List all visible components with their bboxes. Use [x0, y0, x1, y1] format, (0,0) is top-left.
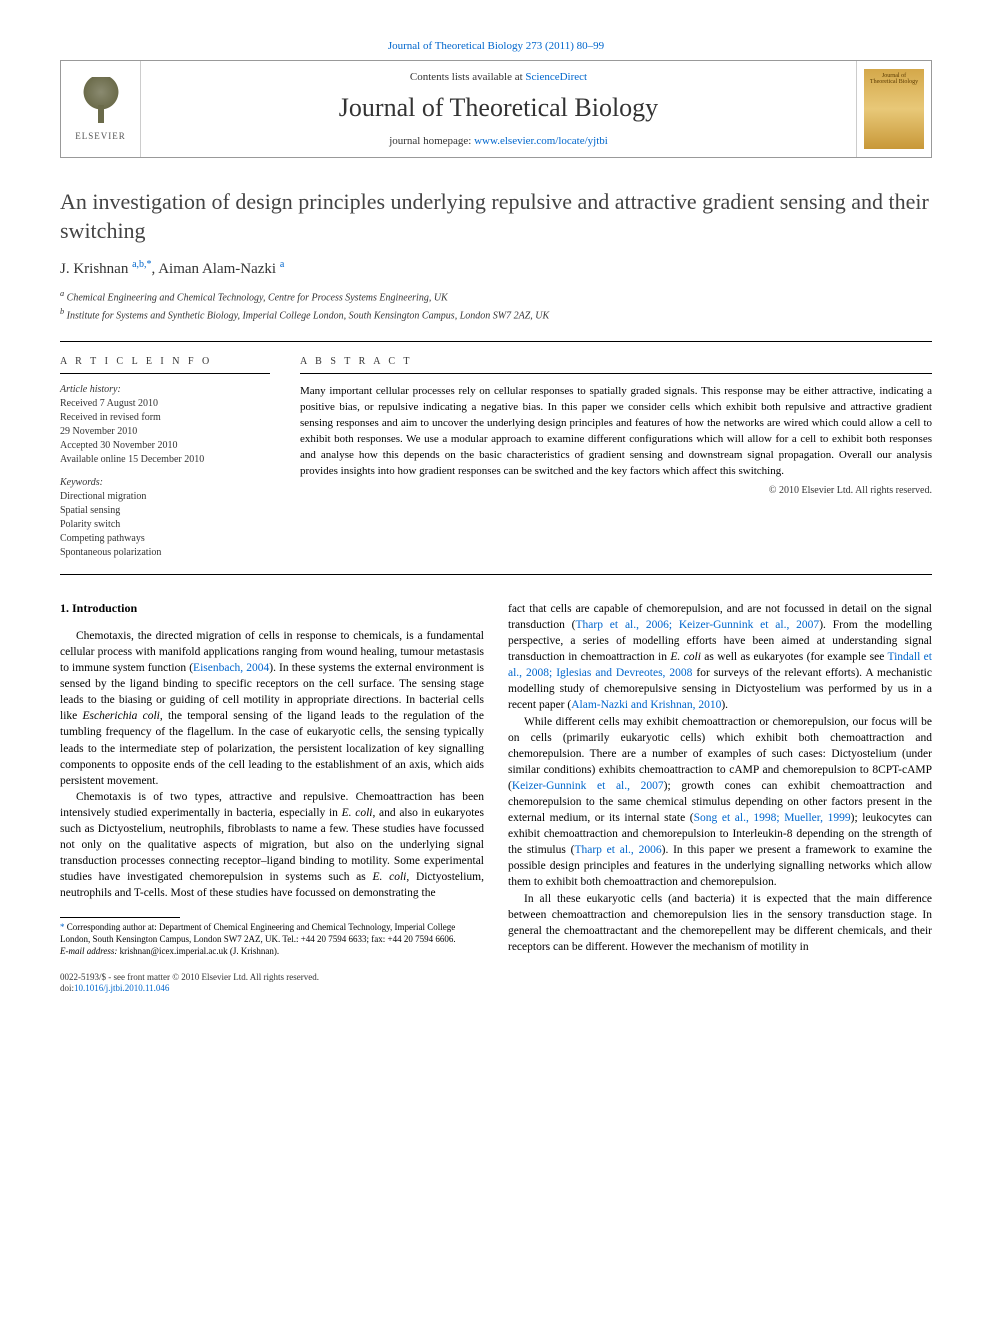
citation-link[interactable]: Keizer-Gunnink et al., 2007 [512, 780, 664, 792]
keyword-item: Polarity switch [60, 518, 270, 532]
affiliation-a: a Chemical Engineering and Chemical Tech… [60, 288, 932, 305]
history-revised2: 29 November 2010 [60, 425, 270, 439]
footer: 0022-5193/$ - see front matter © 2010 El… [60, 972, 932, 995]
elsevier-label: ELSEVIER [75, 131, 126, 141]
copyright: © 2010 Elsevier Ltd. All rights reserved… [300, 485, 932, 496]
info-abstract-row: A R T I C L E I N F O Article history: R… [60, 356, 932, 560]
issn-line: 0022-5193/$ - see front matter © 2010 El… [60, 972, 932, 984]
article-info-col: A R T I C L E I N F O Article history: R… [60, 356, 270, 560]
author-affil-link-ab[interactable]: a,b, [132, 259, 146, 270]
keyword-item: Directional migration [60, 490, 270, 504]
homepage-link[interactable]: www.elsevier.com/locate/yjtbi [474, 135, 608, 147]
footnote-divider [60, 917, 180, 918]
history-online: Available online 15 December 2010 [60, 453, 270, 467]
author-affil-link-a[interactable]: a [280, 259, 284, 270]
doi-link[interactable]: 10.1016/j.jtbi.2010.11.046 [74, 983, 169, 993]
keyword-item: Competing pathways [60, 532, 270, 546]
left-column: 1. Introduction Chemotaxis, the directed… [60, 601, 484, 958]
divider [60, 574, 932, 575]
history-label: Article history: [60, 384, 270, 395]
citation-link[interactable]: Song et al., 1998; Mueller, 1999 [694, 812, 851, 824]
corresponding-footnote: * Corresponding author at: Department of… [60, 922, 484, 945]
article-title: An investigation of design principles un… [60, 188, 932, 245]
citation-link[interactable]: Eisenbach, 2004 [193, 662, 269, 674]
citation-link[interactable]: Alam-Nazki and Krishnan, 2010 [571, 699, 721, 711]
keyword-item: Spontaneous polarization [60, 546, 270, 560]
history-accepted: Accepted 30 November 2010 [60, 439, 270, 453]
body-para: Chemotaxis is of two types, attractive a… [60, 789, 484, 902]
contents-list-text: Contents lists available at ScienceDirec… [161, 71, 836, 83]
body-para: fact that cells are capable of chemorepu… [508, 601, 932, 714]
email-footnote: E-mail address: krishnan@icex.imperial.a… [60, 946, 484, 958]
section-1-heading: 1. Introduction [60, 601, 484, 616]
abstract-heading: A B S T R A C T [300, 356, 932, 374]
journal-header-box: ELSEVIER Contents lists available at Sci… [60, 60, 932, 158]
history-revised1: Received in revised form [60, 411, 270, 425]
journal-name: Journal of Theoretical Biology [161, 93, 836, 123]
affiliations: a Chemical Engineering and Chemical Tech… [60, 288, 932, 323]
keywords-label: Keywords: [60, 477, 270, 488]
body-para: Chemotaxis, the directed migration of ce… [60, 628, 484, 789]
article-info-heading: A R T I C L E I N F O [60, 356, 270, 374]
body-para: In all these eukaryotic cells (and bacte… [508, 891, 932, 955]
doi-line: doi:10.1016/j.jtbi.2010.11.046 [60, 983, 932, 995]
citation-link[interactable]: Journal of Theoretical Biology 273 (2011… [388, 40, 604, 52]
keyword-item: Spatial sensing [60, 504, 270, 518]
affiliation-b: b Institute for Systems and Synthetic Bi… [60, 306, 932, 323]
abstract-col: A B S T R A C T Many important cellular … [300, 356, 932, 560]
journal-cover: Journal of Theoretical Biology [856, 61, 931, 157]
elsevier-logo: ELSEVIER [61, 61, 141, 157]
citation-header: Journal of Theoretical Biology 273 (2011… [60, 40, 932, 52]
right-column: fact that cells are capable of chemorepu… [508, 601, 932, 958]
journal-homepage: journal homepage: www.elsevier.com/locat… [161, 135, 836, 147]
header-center: Contents lists available at ScienceDirec… [141, 61, 856, 157]
authors: J. Krishnan a,b,*, Aiman Alam-Nazki a [60, 259, 932, 278]
body-columns: 1. Introduction Chemotaxis, the directed… [60, 601, 932, 958]
divider [60, 341, 932, 342]
citation-link[interactable]: Tharp et al., 2006 [574, 844, 661, 856]
cover-thumbnail: Journal of Theoretical Biology [864, 69, 924, 149]
body-para: While different cells may exhibit chemoa… [508, 714, 932, 891]
citation-link[interactable]: Tharp et al., 2006; Keizer-Gunnink et al… [576, 619, 820, 631]
history-received: Received 7 August 2010 [60, 397, 270, 411]
sciencedirect-link[interactable]: ScienceDirect [525, 71, 587, 83]
abstract-text: Many important cellular processes rely o… [300, 384, 932, 480]
elsevier-tree-icon [76, 77, 126, 127]
